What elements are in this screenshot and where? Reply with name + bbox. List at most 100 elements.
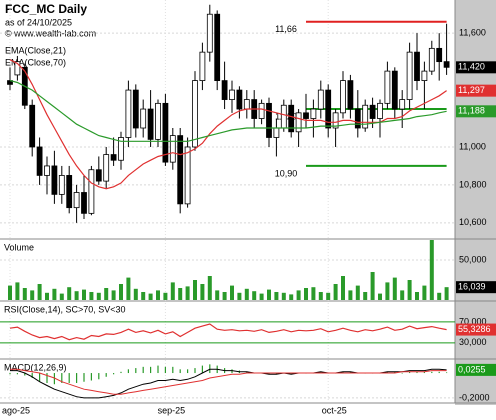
candle-body	[44, 165, 50, 176]
candle-body	[443, 61, 450, 68]
candle-body	[140, 108, 147, 129]
volume-bar	[45, 292, 49, 300]
histogram-bar	[446, 372, 448, 374]
candle-body	[88, 169, 95, 214]
candle-body	[340, 80, 346, 114]
candle-body	[199, 51, 206, 81]
volume-bar	[52, 288, 57, 300]
last-value-box	[456, 61, 496, 74]
volume-bar	[348, 290, 353, 300]
volume-bar	[355, 285, 360, 300]
histogram-bar	[16, 373, 18, 375]
candle-body	[103, 154, 110, 182]
candle-body	[51, 165, 58, 195]
source: © www.wealth-lab.com	[5, 28, 96, 38]
volume-bar	[444, 287, 449, 300]
x-tick-label: sep-25	[158, 405, 186, 415]
volume-bar	[67, 287, 72, 300]
volume-bar	[141, 292, 146, 300]
candle-body	[362, 104, 369, 129]
volume-bar	[326, 292, 331, 300]
histogram-bar	[61, 373, 63, 383]
candle-body	[81, 192, 87, 214]
volume-bar	[59, 293, 64, 300]
candle-body	[110, 154, 117, 161]
volume-bar	[267, 289, 271, 300]
candle-body	[347, 80, 354, 110]
volume-bar	[96, 292, 101, 300]
candle-body	[369, 104, 376, 119]
volume-bar	[82, 289, 86, 300]
candle-body	[177, 135, 184, 205]
volume-bar	[30, 290, 35, 300]
rsi-line	[9, 323, 447, 341]
histogram-bar	[83, 373, 85, 382]
y-tick-label: 11,600	[459, 28, 486, 38]
candle-body	[384, 70, 391, 104]
histogram-bar	[9, 373, 11, 375]
volume-bar	[422, 285, 427, 300]
ema-line	[9, 80, 447, 142]
candle-body	[14, 61, 21, 76]
last-value-label: 0,0255	[458, 364, 486, 374]
candle-body	[243, 99, 250, 110]
candle-body	[377, 102, 383, 119]
histogram-bar	[201, 365, 203, 374]
volume-bar	[222, 292, 227, 300]
volume-bar	[200, 284, 205, 300]
volume-bar	[215, 290, 220, 300]
subtitle: as of 24/10/2025	[5, 17, 72, 27]
volume-bar	[8, 285, 12, 300]
candle-body	[36, 146, 43, 176]
x-tick-label: ago-25	[2, 405, 30, 415]
legend-entry: EMA(Close,21)	[5, 45, 66, 55]
histogram-bar	[39, 373, 41, 382]
volume-bar	[148, 293, 153, 300]
histogram-bar	[135, 368, 137, 374]
candle-body	[95, 169, 102, 182]
candle-body	[325, 89, 332, 129]
candle-body	[192, 80, 198, 148]
volume-bar	[104, 288, 109, 300]
histogram-bar	[386, 371, 388, 374]
volume-bar	[400, 290, 405, 300]
candle-body	[391, 70, 398, 110]
histogram-bar	[120, 371, 122, 374]
candle-body	[428, 47, 435, 72]
volume-bar	[378, 293, 382, 300]
histogram-bar	[76, 373, 78, 383]
histogram-bar	[401, 373, 403, 374]
candle-body	[29, 104, 36, 148]
histogram-bar	[142, 366, 144, 374]
volume-bar	[237, 292, 242, 300]
y-tick-label: 11,000	[459, 141, 486, 151]
volume-bar	[126, 277, 131, 300]
volume-bar	[304, 288, 308, 300]
x-tick-label: oct-25	[322, 405, 347, 415]
histogram-bar	[127, 369, 129, 374]
histogram-bar	[113, 373, 115, 375]
volume-bar	[163, 292, 168, 300]
histogram-bar	[187, 369, 189, 374]
candle-body	[288, 104, 295, 133]
histogram-bar	[46, 373, 48, 383]
candle-body	[421, 70, 428, 81]
candle-body	[236, 89, 243, 110]
volume-bar	[296, 290, 301, 300]
y-tick-label: 30,000	[459, 337, 487, 347]
candle-body	[414, 51, 420, 81]
y-tick-label: 70,000	[459, 316, 487, 326]
histogram-bar	[423, 371, 425, 374]
volume-bar	[244, 288, 249, 300]
volume-bar	[281, 292, 286, 300]
ema-line	[9, 59, 447, 190]
histogram-bar	[98, 373, 100, 380]
candle-body	[258, 102, 265, 119]
y-tick-label: 10,800	[459, 179, 487, 189]
histogram-bar	[172, 366, 174, 374]
candle-body	[399, 99, 406, 110]
volume-bar	[252, 291, 257, 300]
volume-bar	[193, 280, 197, 300]
histogram-bar	[157, 365, 159, 374]
